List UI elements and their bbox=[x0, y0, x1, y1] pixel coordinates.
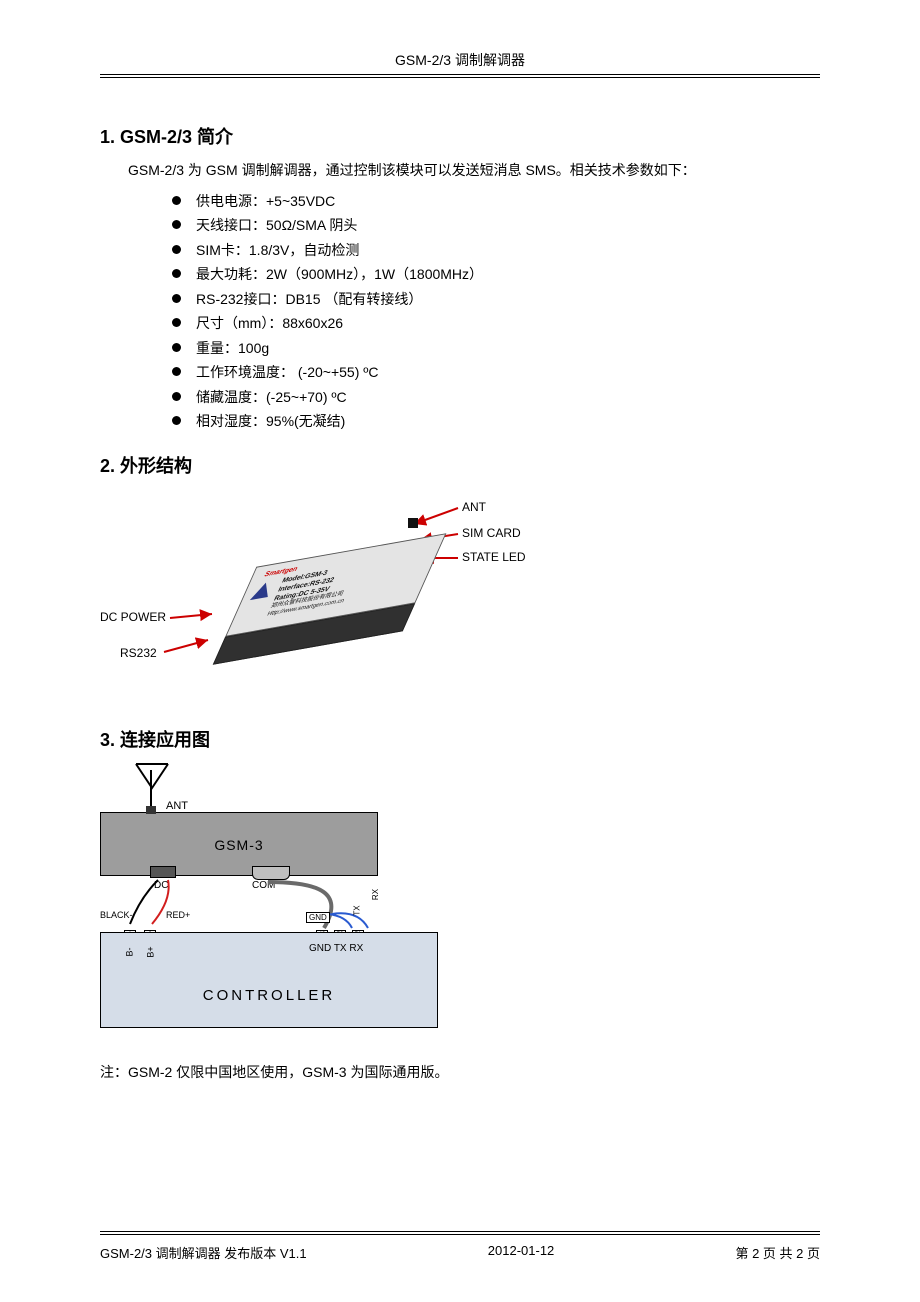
controller-box: B- B+ GND TX RX CONTROLLER bbox=[100, 932, 438, 1028]
spec-item: SIM卡：1.8/3V，自动检测 bbox=[172, 238, 820, 263]
figure-device-photo: ANT SIM CARD STATE LED DC POWER RS232 bbox=[100, 488, 540, 708]
label-ant: ANT bbox=[166, 800, 188, 812]
page-content: 1. GSM-2/3 简介 GSM-2/3 为 GSM 调制解调器，通过控制该模… bbox=[100, 75, 820, 1082]
spec-item: 相对湿度：95%(无凝结) bbox=[172, 409, 820, 434]
label-bplus: B+ bbox=[146, 946, 156, 957]
footer-mid: 2012-01-12 bbox=[488, 1243, 555, 1262]
footer-left: GSM-2/3 调制解调器 发布版本 V1.1 bbox=[100, 1243, 307, 1262]
label-gnd-tx-rx: GND TX RX bbox=[309, 943, 363, 954]
spec-item: 重量：100g bbox=[172, 336, 820, 361]
page-footer: GSM-2/3 调制解调器 发布版本 V1.1 2012-01-12 第 2 页… bbox=[100, 1234, 820, 1262]
note-text: 注：GSM-2 仅限中国地区使用，GSM-3 为国际通用版。 bbox=[100, 1062, 820, 1082]
section2-heading: 2. 外形结构 bbox=[100, 452, 820, 478]
triangle-logo-icon bbox=[250, 581, 275, 600]
label-gnd-box: GND bbox=[306, 912, 330, 923]
ant-connector-icon bbox=[146, 806, 156, 814]
spec-item: 尺寸（mm）：88x60x26 bbox=[172, 311, 820, 336]
spec-item: 工作环境温度： (-20~+55) ºC bbox=[172, 360, 820, 385]
label-bminus: B- bbox=[125, 947, 135, 956]
section1-intro: GSM-2/3 为 GSM 调制解调器，通过控制该模块可以发送短消息 SMS。相… bbox=[100, 159, 820, 183]
footer-right: 第 2 页 共 2 页 bbox=[735, 1243, 820, 1262]
spec-item: 最大功耗：2W（900MHz），1W（1800MHz） bbox=[172, 262, 820, 287]
spec-item: 储藏温度：(-25~+70) ºC bbox=[172, 385, 820, 410]
spec-item: 供电电源：+5~35VDC bbox=[172, 189, 820, 214]
figure-connection-diagram: ANT GSM-3 DC COM BLACK- RED+ RX TX bbox=[100, 762, 440, 1042]
dc-wires-icon bbox=[100, 874, 220, 934]
label-rx-wire: RX bbox=[371, 889, 380, 900]
section3-heading: 3. 连接应用图 bbox=[100, 726, 820, 752]
spec-item: 天线接口：50Ω/SMA 阴头 bbox=[172, 213, 820, 238]
document-page: GSM-2/3 调制解调器 1. GSM-2/3 简介 GSM-2/3 为 GS… bbox=[0, 0, 920, 1302]
spec-item: RS-232接口：DB15 （配有转接线） bbox=[172, 287, 820, 312]
com-wires-icon bbox=[250, 876, 390, 938]
section1-heading: 1. GSM-2/3 简介 bbox=[100, 123, 820, 149]
gsm3-box: GSM-3 bbox=[100, 812, 378, 876]
antenna-icon bbox=[132, 762, 172, 804]
header-title: GSM-2/3 调制解调器 bbox=[395, 52, 525, 68]
label-tx-wire: TX bbox=[353, 905, 362, 915]
controller-title: CONTROLLER bbox=[101, 987, 437, 1004]
page-header: GSM-2/3 调制解调器 bbox=[100, 50, 820, 75]
spec-list: 供电电源：+5~35VDC 天线接口：50Ω/SMA 阴头 SIM卡：1.8/3… bbox=[172, 189, 820, 434]
